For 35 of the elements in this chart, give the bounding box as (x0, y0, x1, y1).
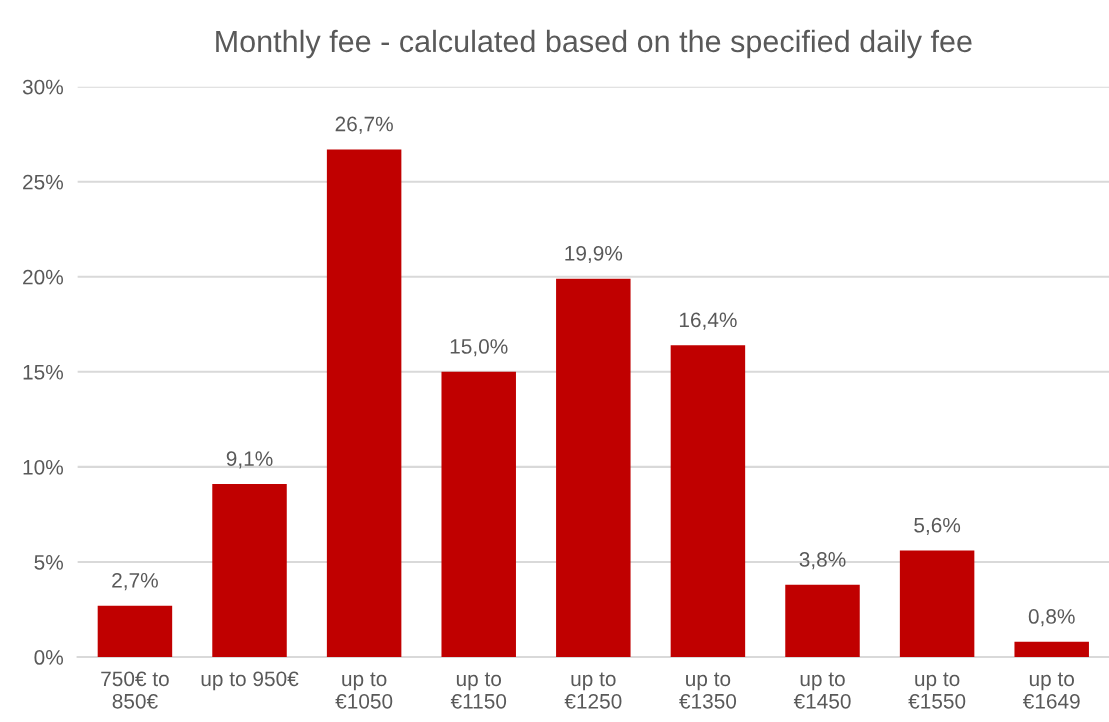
x-tick-label: up to €1050 (335, 672, 393, 709)
x-tick-label: up to 950€ (201, 671, 299, 691)
data-label: 0,8% (1028, 609, 1075, 627)
y-tick-label: 25% (23, 174, 63, 190)
x-tick-label: up to €1550 (908, 672, 966, 709)
data-label: 15,0% (450, 339, 508, 357)
bar (785, 584, 860, 658)
x-tick-label: up to €1450 (793, 672, 851, 709)
bar (556, 278, 631, 658)
data-label: 26,7% (335, 116, 393, 134)
bar (670, 345, 746, 658)
data-label: 3,8% (799, 552, 846, 570)
bar (899, 550, 975, 658)
data-label: 5,6% (914, 517, 961, 535)
x-tick-label: up to €1250 (564, 672, 622, 709)
y-tick-label: 5% (34, 555, 63, 570)
bar (212, 484, 287, 658)
data-label: 9,1% (226, 451, 273, 469)
bar (97, 605, 173, 658)
y-tick-label: 15% (23, 364, 63, 380)
x-tick-label: up to €1350 (679, 672, 737, 709)
x-tick-label: 750€ to 850€ (101, 671, 169, 709)
bar (326, 149, 402, 658)
x-tick-label: up to €1649 (1022, 672, 1080, 709)
bar (441, 371, 516, 658)
y-tick-label: 0% (34, 650, 63, 665)
y-tick-label: 30% (22, 79, 63, 95)
bar (1014, 641, 1089, 658)
chart-title: Monthly fee - calculated based on the specified daily fee (216, 29, 972, 59)
data-label: 16,4% (679, 312, 737, 330)
data-label: 19,9% (565, 245, 623, 264)
y-tick-label: 20% (23, 269, 63, 285)
data-label: 2,7% (112, 572, 158, 591)
x-tick-label: up to €1150 (450, 672, 507, 709)
y-tick-label: 10% (23, 459, 63, 475)
